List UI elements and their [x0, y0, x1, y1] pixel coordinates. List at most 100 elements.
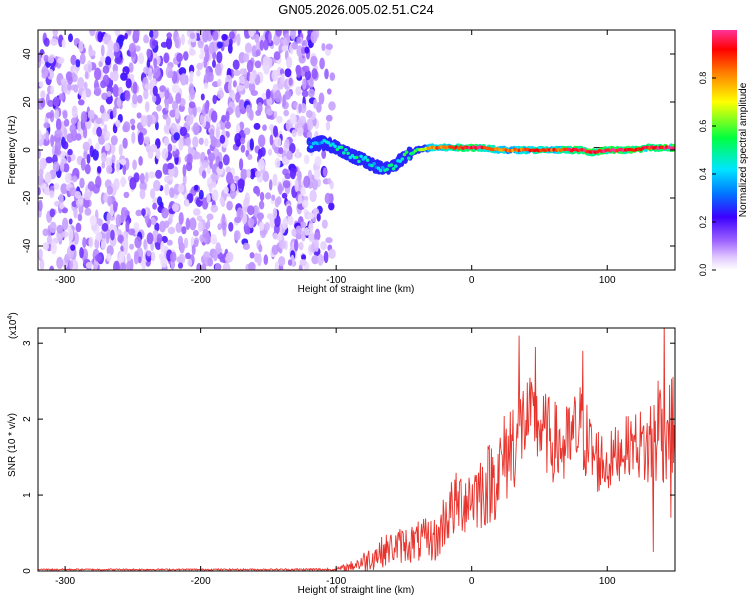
spectrogram-noise-blob: [66, 133, 74, 143]
spectrogram-noise-blob: [225, 110, 230, 123]
spectrogram-noise-blob: [225, 251, 234, 263]
spectrogram-noise-blob: [181, 33, 185, 46]
snr-ytick-label: 0: [22, 568, 33, 574]
spectrogram-noise-blob: [204, 138, 209, 147]
spectrogram-noise-blob: [272, 207, 278, 219]
spectrogram-track-core: [331, 142, 335, 146]
spectrogram-noise-blob: [112, 200, 118, 213]
spectrogram-noise-blob: [67, 148, 73, 156]
spectrogram-noise-blob: [85, 261, 93, 269]
spectrogram-noise-blob: [256, 212, 264, 221]
spectrogram-noise-blob: [284, 68, 292, 78]
spectrogram-noise-blob: [95, 117, 103, 125]
spectrogram-noise-blob: [185, 137, 192, 147]
spectrogram-noise-blob: [99, 104, 105, 114]
spectrogram-noise-blob: [283, 109, 290, 117]
spectrogram-noise-blob: [96, 126, 102, 137]
spectrogram-noise-blob: [314, 239, 319, 252]
spectrogram-noise-blob: [221, 221, 227, 231]
spectrogram-noise-blob: [127, 30, 132, 35]
spectrogram-noise-blob: [275, 30, 282, 37]
spectrogram-noise-blob: [137, 256, 142, 264]
spectrogram-noise-blob: [277, 83, 284, 90]
spectrogram-noise-blob: [255, 170, 261, 178]
spectrogram-noise-blob: [49, 221, 57, 234]
spectrogram-noise-blob: [296, 66, 302, 78]
spectrogram-noise-blob: [115, 159, 120, 173]
spectrogram-noise-blob: [75, 133, 82, 141]
spectrogram-noise-blob: [169, 187, 175, 199]
spectrogram-noise-blob: [49, 265, 55, 270]
spectrogram-noise-blob: [274, 89, 282, 103]
spectrogram-noise-blob: [243, 79, 250, 89]
spectrogram-noise-blob: [171, 83, 180, 94]
spectrogram-noise-blob: [43, 37, 50, 47]
spectrogram-noise-blob: [276, 115, 283, 124]
spectrogram-noise-blob: [153, 57, 158, 69]
spectrogram-noise-blob: [67, 76, 73, 85]
spectrogram-noise-blob: [69, 260, 74, 270]
spectrogram-noise-blob: [116, 97, 122, 108]
spectrogram-xtick-label: -100: [326, 275, 346, 286]
spectrogram-noise-blob: [196, 69, 201, 77]
spectrogram-noise-blob: [80, 111, 88, 124]
spectrogram-noise-blob: [156, 104, 162, 112]
spectrogram-noise-blob: [207, 152, 216, 163]
spectrogram-noise-blob: [143, 34, 149, 43]
spectrogram-noise-blob: [104, 143, 111, 152]
spectrogram-noise-blob: [84, 163, 91, 175]
spectrogram-noise-blob: [234, 133, 242, 146]
snr-xtick-label: -300: [55, 576, 75, 587]
spectrogram-noise-blob: [302, 65, 310, 73]
spectrogram-ylabel: Frequency (Hz): [7, 116, 18, 185]
spectrogram-noise-blob: [111, 154, 116, 164]
spectrogram-track-core: [359, 154, 363, 158]
spectrogram-noise-blob: [52, 30, 59, 38]
spectrogram-noise-blob: [45, 130, 49, 142]
spectrogram-noise-blob: [63, 118, 70, 127]
spectrogram-noise-blob: [103, 32, 110, 45]
spectrogram-noise-blob: [77, 195, 84, 205]
spectrogram-noise-blob: [45, 112, 54, 119]
spectrogram-noise-blob: [206, 193, 211, 204]
spectrogram-noise-blob: [70, 54, 77, 66]
spectrogram-noise-blob: [325, 43, 333, 50]
spectrogram-noise-blob: [160, 240, 165, 253]
spectrogram-noise-blob: [286, 205, 293, 217]
spectrogram-noise-blob: [239, 68, 247, 75]
spectrogram-noise-blob: [95, 175, 102, 189]
spectrogram-noise-blob: [246, 168, 251, 178]
spectrogram-noise-blob: [125, 220, 130, 233]
spectrogram-noise-blob: [81, 90, 87, 101]
spectrogram-noise-blob: [164, 98, 169, 111]
spectrogram-noise-blob: [209, 128, 215, 141]
spectrogram-noise-blob: [143, 66, 150, 75]
spectrogram-noise-blob: [207, 257, 214, 267]
spectrogram-noise-blob: [207, 177, 213, 184]
spectrogram-noise-blob: [287, 215, 294, 226]
spectrogram-noise-blob: [38, 52, 42, 63]
spectrogram-noise-blob: [157, 196, 163, 206]
spectrogram-noise-blob: [182, 164, 187, 177]
spectrogram-noise-blob: [70, 244, 76, 251]
spectrogram-noise-blob: [167, 70, 174, 78]
spectrogram-noise-blob: [273, 125, 278, 138]
spectrogram-noise-blob: [211, 110, 218, 123]
spectrogram-noise-blob: [52, 161, 60, 172]
spectrogram-noise-blob: [187, 259, 193, 267]
spectrogram-track-core: [394, 164, 398, 168]
spectrogram-noise-blob: [308, 231, 315, 243]
spectrogram-noise-blob: [59, 162, 65, 172]
spectrogram-noise-blob: [130, 118, 136, 125]
spectrogram-noise-blob: [175, 92, 182, 104]
spectrogram-noise-blob: [127, 228, 136, 236]
spectrogram-noise-blob: [248, 261, 256, 270]
spectrogram-noise-blob: [62, 217, 69, 231]
colorbar-tick-label: 0.6: [698, 120, 708, 133]
spectrogram-noise-blob: [278, 183, 283, 195]
spectrogram-noise-blob: [53, 183, 60, 190]
spectrogram-noise-blob: [49, 190, 55, 199]
spectrogram-noise-blob: [306, 110, 313, 118]
spectrogram-noise-blob: [233, 69, 241, 76]
spectrogram-noise-blob: [66, 83, 72, 91]
